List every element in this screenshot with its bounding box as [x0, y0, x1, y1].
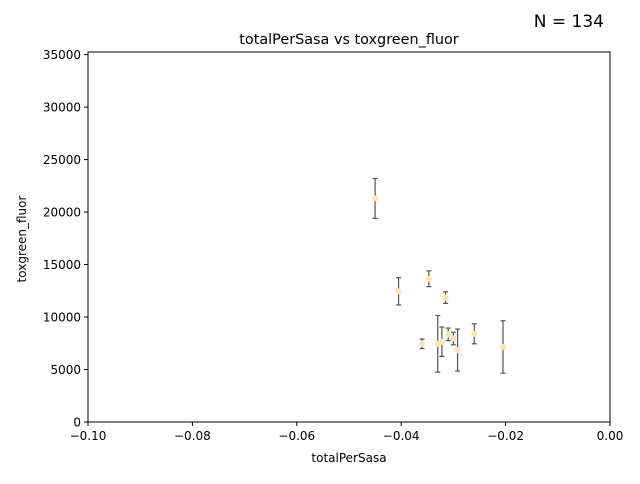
- x-tick-label: −0.02: [487, 429, 524, 443]
- data-point: [419, 340, 426, 347]
- y-tick-label: 25000: [43, 153, 81, 167]
- data-point: [445, 331, 452, 338]
- chart-title: totalPerSasa vs toxgreen_fluor: [239, 32, 459, 48]
- y-tick-label: 20000: [43, 206, 81, 220]
- y-axis: 0 5000 10000 15000 20000 25000 30000 35000: [43, 48, 88, 430]
- x-tick-label: −0.08: [174, 429, 211, 443]
- axes-frame: [87, 51, 611, 423]
- data-point: [471, 330, 478, 337]
- y-tick-label: 5000: [50, 363, 81, 377]
- data-point: [372, 195, 379, 202]
- y-tick-label: 0: [73, 416, 81, 430]
- x-tick-label: 0.00: [597, 429, 624, 443]
- y-tick-label: 30000: [43, 101, 81, 115]
- y-tick-label: 15000: [43, 258, 81, 272]
- x-tick-label: −0.04: [383, 429, 420, 443]
- data-point: [499, 343, 506, 350]
- data-point: [454, 347, 461, 354]
- data-point: [425, 275, 432, 282]
- data-point: [450, 335, 457, 342]
- x-axis: −0.10 −0.08 −0.06 −0.04 −0.02 0.00: [70, 422, 624, 443]
- y-tick-label: 35000: [43, 48, 81, 62]
- data-point: [442, 294, 449, 301]
- y-tick-label: 10000: [43, 311, 81, 325]
- plot-layer: [372, 177, 506, 374]
- data-point: [395, 288, 402, 295]
- x-tick-label: −0.10: [70, 429, 107, 443]
- y-axis-label: toxgreen_fluor: [15, 196, 29, 283]
- sample-count-annotation: N = 134: [533, 12, 604, 32]
- data-point: [438, 338, 445, 345]
- x-tick-label: −0.06: [278, 429, 315, 443]
- x-axis-label: totalPerSasa: [311, 451, 386, 465]
